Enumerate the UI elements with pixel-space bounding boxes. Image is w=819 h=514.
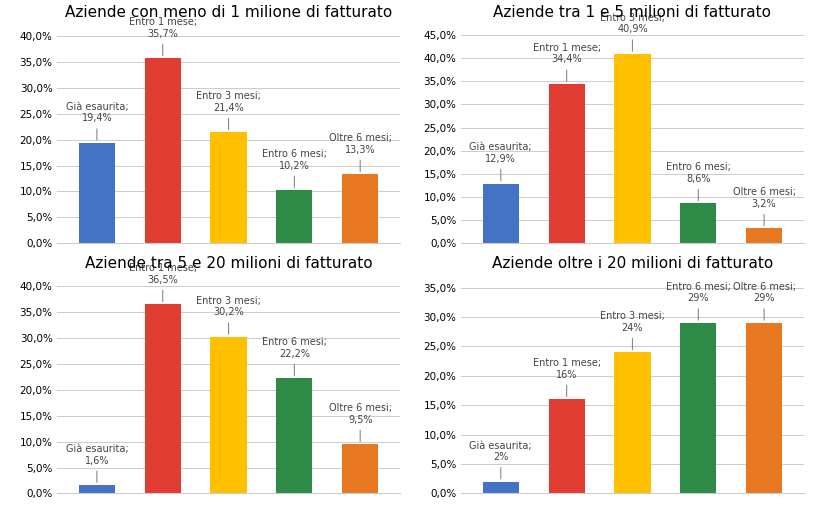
Bar [342, 174, 378, 243]
Title: Aziende oltre i 20 milioni di fatturato: Aziende oltre i 20 milioni di fatturato [491, 255, 772, 270]
Bar [548, 84, 584, 243]
Title: Aziende tra 1 e 5 milioni di fatturato: Aziende tra 1 e 5 milioni di fatturato [493, 5, 771, 21]
Bar [276, 190, 312, 243]
Bar [548, 399, 584, 493]
Text: Entro 6 mesi;
8,6%: Entro 6 mesi; 8,6% [665, 162, 730, 200]
Bar [144, 58, 181, 243]
Title: Aziende tra 5 e 20 milioni di fatturato: Aziende tra 5 e 20 milioni di fatturato [84, 255, 372, 270]
Text: Oltre 6 mesi;
29%: Oltre 6 mesi; 29% [731, 282, 794, 320]
Bar [482, 482, 518, 493]
Text: Entro 1 mese;
35,7%: Entro 1 mese; 35,7% [129, 17, 197, 56]
Title: Aziende con meno di 1 milione di fatturato: Aziende con meno di 1 milione di fattura… [65, 5, 391, 21]
Text: Entro 3 mesi;
30,2%: Entro 3 mesi; 30,2% [196, 296, 260, 334]
Text: Entro 6 mesi;
10,2%: Entro 6 mesi; 10,2% [261, 149, 327, 188]
Text: Oltre 6 mesi;
9,5%: Oltre 6 mesi; 9,5% [328, 403, 391, 442]
Text: Già esaurita;
12,9%: Già esaurita; 12,9% [469, 142, 532, 181]
Text: Già esaurita;
19,4%: Già esaurita; 19,4% [66, 102, 128, 140]
Text: Entro 1 mese;
34,4%: Entro 1 mese; 34,4% [532, 43, 600, 81]
Bar [679, 323, 716, 493]
Text: Entro 6 mesi;
22,2%: Entro 6 mesi; 22,2% [261, 337, 327, 376]
Bar [276, 378, 312, 493]
Bar [745, 228, 781, 243]
Text: Entro 1 mese;
16%: Entro 1 mese; 16% [532, 358, 600, 397]
Bar [679, 204, 716, 243]
Text: Entro 3 mesi;
40,9%: Entro 3 mesi; 40,9% [600, 13, 664, 51]
Text: Oltre 6 mesi;
13,3%: Oltre 6 mesi; 13,3% [328, 133, 391, 172]
Text: Già esaurita;
1,6%: Già esaurita; 1,6% [66, 444, 128, 482]
Text: Entro 6 mesi;
29%: Entro 6 mesi; 29% [665, 282, 730, 320]
Bar [79, 485, 115, 493]
Bar [613, 54, 649, 243]
Bar [342, 444, 378, 493]
Bar [613, 352, 649, 493]
Bar [210, 337, 247, 493]
Bar [144, 304, 181, 493]
Text: Entro 3 mesi;
21,4%: Entro 3 mesi; 21,4% [196, 91, 260, 130]
Bar [210, 133, 247, 243]
Bar [79, 143, 115, 243]
Text: Entro 1 mese;
36,5%: Entro 1 mese; 36,5% [129, 263, 197, 302]
Text: Già esaurita;
2%: Già esaurita; 2% [469, 440, 532, 479]
Text: Entro 3 mesi;
24%: Entro 3 mesi; 24% [600, 311, 664, 350]
Text: Oltre 6 mesi;
3,2%: Oltre 6 mesi; 3,2% [731, 187, 794, 226]
Bar [745, 323, 781, 493]
Bar [482, 183, 518, 243]
